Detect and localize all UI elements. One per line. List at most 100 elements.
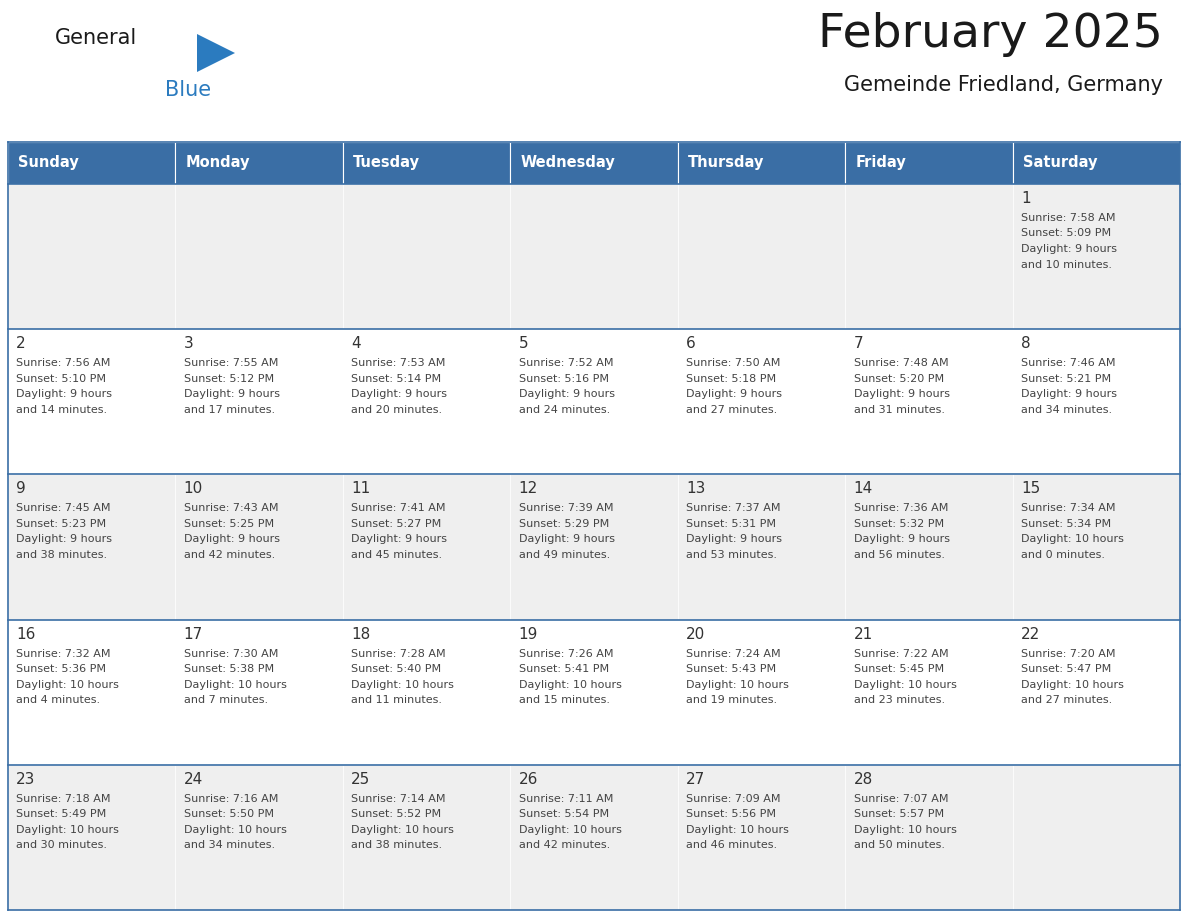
Text: and 0 minutes.: and 0 minutes.	[1020, 550, 1105, 560]
Text: Sunrise: 7:07 AM: Sunrise: 7:07 AM	[853, 794, 948, 804]
Text: Sunrise: 7:32 AM: Sunrise: 7:32 AM	[17, 649, 110, 658]
Text: and 46 minutes.: and 46 minutes.	[687, 840, 777, 850]
Text: Thursday: Thursday	[688, 155, 764, 171]
Bar	[8, 142, 176, 184]
Text: Sunrise: 7:37 AM: Sunrise: 7:37 AM	[687, 503, 781, 513]
Text: Daylight: 9 hours: Daylight: 9 hours	[1020, 389, 1117, 399]
Text: Sunrise: 7:20 AM: Sunrise: 7:20 AM	[1020, 649, 1116, 658]
Text: Sunrise: 7:26 AM: Sunrise: 7:26 AM	[519, 649, 613, 658]
Text: Daylight: 10 hours: Daylight: 10 hours	[17, 679, 119, 689]
Text: Sunset: 5:43 PM: Sunset: 5:43 PM	[687, 664, 776, 674]
Text: 20: 20	[687, 627, 706, 642]
Text: and 27 minutes.: and 27 minutes.	[1020, 695, 1112, 705]
Bar	[176, 475, 343, 620]
Text: Sunset: 5:50 PM: Sunset: 5:50 PM	[184, 810, 273, 819]
Bar	[511, 765, 677, 910]
Text: Sunday: Sunday	[18, 155, 78, 171]
Text: Sunset: 5:21 PM: Sunset: 5:21 PM	[1020, 374, 1111, 384]
Text: Sunset: 5:09 PM: Sunset: 5:09 PM	[1020, 229, 1111, 239]
Text: Daylight: 10 hours: Daylight: 10 hours	[687, 824, 789, 834]
Bar	[845, 142, 1012, 184]
Text: Daylight: 9 hours: Daylight: 9 hours	[352, 389, 447, 399]
Text: 17: 17	[184, 627, 203, 642]
Text: Daylight: 9 hours: Daylight: 9 hours	[352, 534, 447, 544]
Bar	[511, 330, 677, 475]
Bar	[845, 184, 1012, 330]
Bar	[845, 620, 1012, 765]
Text: 24: 24	[184, 772, 203, 787]
Text: and 14 minutes.: and 14 minutes.	[17, 405, 107, 415]
Text: Sunset: 5:25 PM: Sunset: 5:25 PM	[184, 519, 274, 529]
Text: Sunset: 5:20 PM: Sunset: 5:20 PM	[853, 374, 943, 384]
Text: Sunset: 5:12 PM: Sunset: 5:12 PM	[184, 374, 274, 384]
Text: Sunset: 5:52 PM: Sunset: 5:52 PM	[352, 810, 442, 819]
Text: 19: 19	[519, 627, 538, 642]
Bar	[677, 620, 845, 765]
Text: Sunset: 5:16 PM: Sunset: 5:16 PM	[519, 374, 608, 384]
Text: Daylight: 10 hours: Daylight: 10 hours	[352, 824, 454, 834]
Text: Daylight: 9 hours: Daylight: 9 hours	[17, 389, 113, 399]
Bar	[1012, 330, 1180, 475]
Text: Sunset: 5:56 PM: Sunset: 5:56 PM	[687, 810, 776, 819]
Text: Sunrise: 7:52 AM: Sunrise: 7:52 AM	[519, 358, 613, 368]
Text: 25: 25	[352, 772, 371, 787]
Bar	[343, 475, 511, 620]
Text: Daylight: 10 hours: Daylight: 10 hours	[1020, 679, 1124, 689]
Bar	[511, 184, 677, 330]
Text: Daylight: 9 hours: Daylight: 9 hours	[519, 534, 614, 544]
Text: Sunset: 5:41 PM: Sunset: 5:41 PM	[519, 664, 608, 674]
Bar	[176, 620, 343, 765]
Text: 22: 22	[1020, 627, 1041, 642]
Text: Sunrise: 7:18 AM: Sunrise: 7:18 AM	[17, 794, 110, 804]
Text: Sunrise: 7:45 AM: Sunrise: 7:45 AM	[17, 503, 110, 513]
Text: 8: 8	[1020, 336, 1030, 352]
Bar	[343, 765, 511, 910]
Bar	[343, 142, 511, 184]
Text: Wednesday: Wednesday	[520, 155, 615, 171]
Text: Daylight: 10 hours: Daylight: 10 hours	[1020, 534, 1124, 544]
Text: and 30 minutes.: and 30 minutes.	[17, 840, 107, 850]
Text: Daylight: 10 hours: Daylight: 10 hours	[853, 824, 956, 834]
Text: General: General	[55, 28, 138, 48]
Text: Daylight: 10 hours: Daylight: 10 hours	[519, 824, 621, 834]
Text: and 34 minutes.: and 34 minutes.	[184, 840, 274, 850]
Text: Daylight: 10 hours: Daylight: 10 hours	[352, 679, 454, 689]
Text: Saturday: Saturday	[1023, 155, 1097, 171]
Bar	[8, 475, 176, 620]
Text: 27: 27	[687, 772, 706, 787]
Text: Sunrise: 7:50 AM: Sunrise: 7:50 AM	[687, 358, 781, 368]
Text: Sunrise: 7:39 AM: Sunrise: 7:39 AM	[519, 503, 613, 513]
Text: Daylight: 9 hours: Daylight: 9 hours	[853, 534, 949, 544]
Text: Sunset: 5:10 PM: Sunset: 5:10 PM	[17, 374, 107, 384]
Bar	[1012, 620, 1180, 765]
Bar	[343, 330, 511, 475]
Text: and 34 minutes.: and 34 minutes.	[1020, 405, 1112, 415]
Text: Sunrise: 7:24 AM: Sunrise: 7:24 AM	[687, 649, 781, 658]
Text: and 7 minutes.: and 7 minutes.	[184, 695, 268, 705]
Text: 9: 9	[17, 481, 26, 497]
Text: Sunset: 5:38 PM: Sunset: 5:38 PM	[184, 664, 274, 674]
Text: Daylight: 10 hours: Daylight: 10 hours	[184, 824, 286, 834]
Text: and 42 minutes.: and 42 minutes.	[184, 550, 276, 560]
Bar	[1012, 184, 1180, 330]
Text: and 11 minutes.: and 11 minutes.	[352, 695, 442, 705]
Bar	[8, 620, 176, 765]
Text: 4: 4	[352, 336, 361, 352]
Text: Sunrise: 7:56 AM: Sunrise: 7:56 AM	[17, 358, 110, 368]
Polygon shape	[197, 34, 235, 72]
Text: Sunrise: 7:46 AM: Sunrise: 7:46 AM	[1020, 358, 1116, 368]
Text: Daylight: 10 hours: Daylight: 10 hours	[687, 679, 789, 689]
Text: Daylight: 9 hours: Daylight: 9 hours	[184, 389, 280, 399]
Text: 7: 7	[853, 336, 864, 352]
Bar	[343, 620, 511, 765]
Text: 11: 11	[352, 481, 371, 497]
Text: 6: 6	[687, 336, 696, 352]
Bar	[511, 142, 677, 184]
Bar	[176, 330, 343, 475]
Bar	[677, 330, 845, 475]
Text: Sunset: 5:47 PM: Sunset: 5:47 PM	[1020, 664, 1111, 674]
Text: Daylight: 9 hours: Daylight: 9 hours	[184, 534, 280, 544]
Text: and 20 minutes.: and 20 minutes.	[352, 405, 442, 415]
Text: 15: 15	[1020, 481, 1041, 497]
Bar	[1012, 142, 1180, 184]
